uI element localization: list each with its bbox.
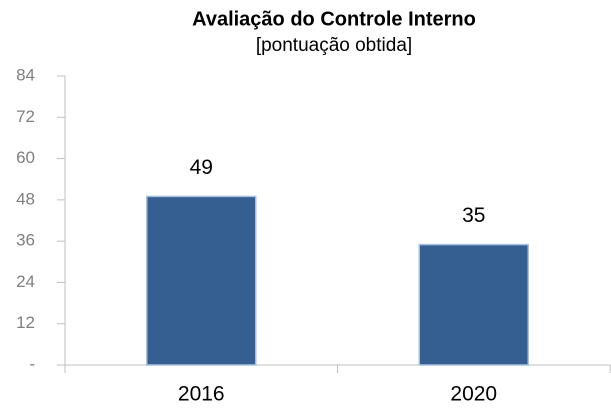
y-tick-label: 12 bbox=[16, 313, 35, 332]
y-tick-label: - bbox=[29, 354, 35, 373]
y-tick-label: 36 bbox=[16, 231, 35, 250]
y-tick-label: 72 bbox=[16, 107, 35, 126]
chart-title: Avaliação do Controle Interno bbox=[192, 8, 476, 30]
y-tick-label: 48 bbox=[16, 189, 35, 208]
bar bbox=[146, 195, 257, 366]
y-tick-label: 60 bbox=[16, 148, 35, 167]
data-label: 49 bbox=[190, 156, 213, 179]
data-label: 35 bbox=[462, 204, 485, 227]
x-tick-label: 2020 bbox=[450, 383, 497, 406]
bar bbox=[418, 243, 529, 366]
chart-subtitle: [pontuação obtida] bbox=[256, 35, 412, 56]
x-tick-label: 2016 bbox=[178, 383, 225, 406]
y-tick-label: 84 bbox=[16, 65, 35, 84]
y-tick-label: 24 bbox=[16, 272, 35, 291]
